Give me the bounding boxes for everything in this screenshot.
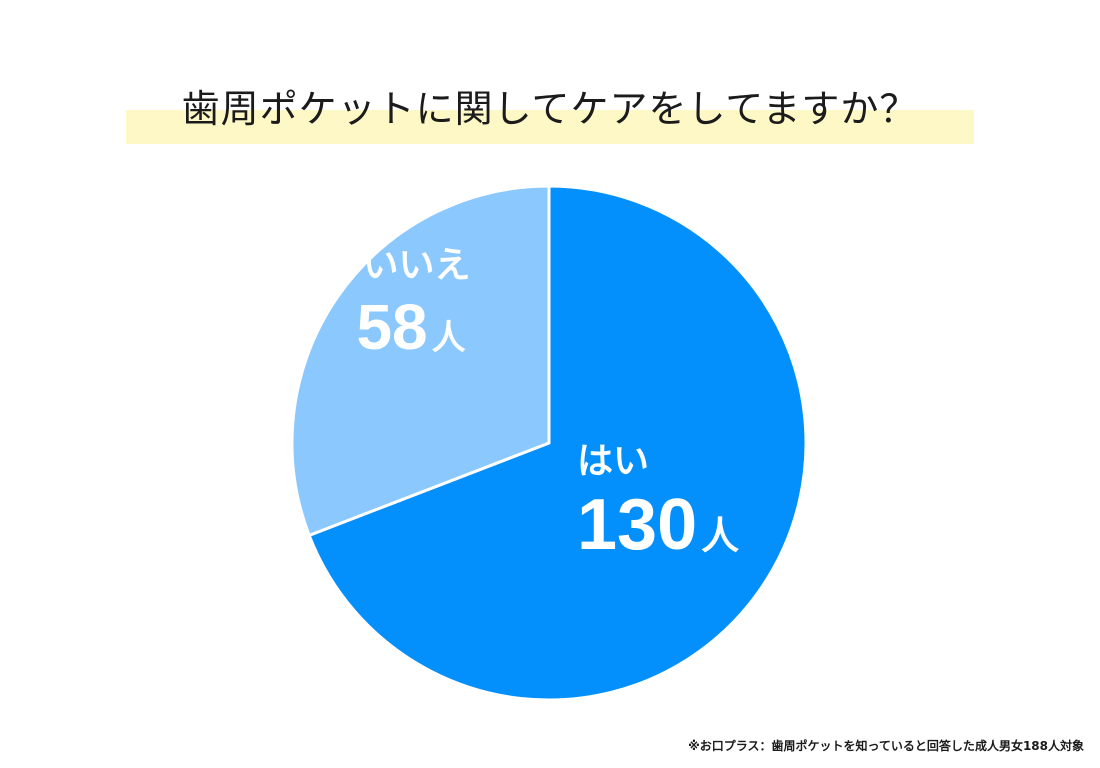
slice-label-1: いいえ <box>362 245 470 286</box>
title-highlight <box>126 110 974 144</box>
slice-value-unit-0: 人 <box>701 514 739 558</box>
slice-value-unit-1: 人 <box>432 318 466 358</box>
title-container: 歯周ポケットに関してケアをしてますか？ <box>0 78 1100 133</box>
slice-value-0: 130 人 <box>577 485 739 565</box>
chart-title: 歯周ポケットに関してケアをしてますか？ <box>181 87 919 131</box>
slice-label-0: はい <box>577 441 649 482</box>
pie-slice-0 <box>307 184 808 702</box>
pie-slices <box>290 184 808 702</box>
slice-value-1: 58 人 <box>356 291 465 363</box>
footnote: ※お口プラス：歯周ポケットを知っていると回答した成人男女188人対象 <box>688 739 1084 753</box>
pie-slice-1 <box>290 184 551 537</box>
slice-value-number-1: 58 <box>356 291 427 363</box>
slice-value-number-0: 130 <box>577 485 697 565</box>
